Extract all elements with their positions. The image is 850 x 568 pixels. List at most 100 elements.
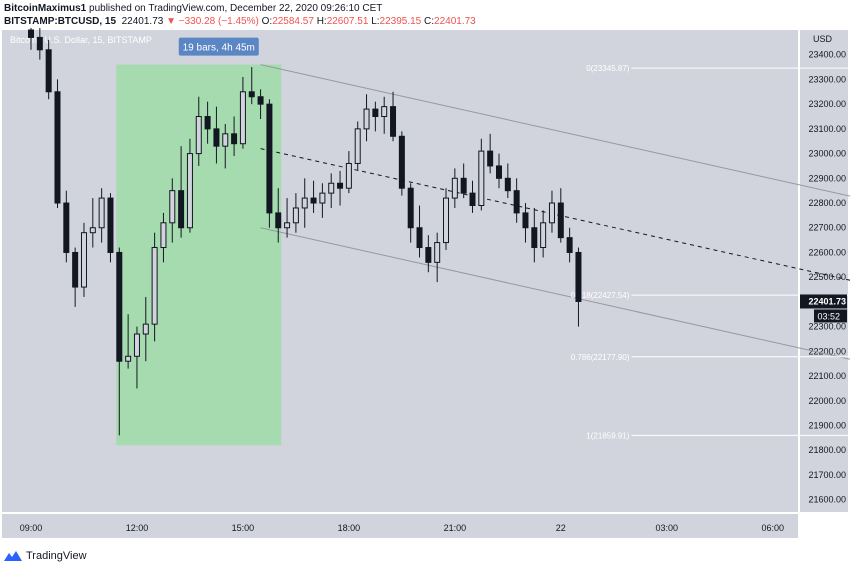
candle-body <box>540 222 547 249</box>
candle-body <box>213 128 220 147</box>
y-tick-label: 22300.00 <box>808 322 846 332</box>
x-tick-label: 06:00 <box>761 523 784 533</box>
candle-body <box>28 29 34 38</box>
open-label: O: <box>261 16 273 27</box>
x-tick-label: 09:00 <box>20 523 43 533</box>
candle-body <box>63 202 70 253</box>
tradingview-logo-icon <box>4 551 22 561</box>
y-tick-label: 21800.00 <box>808 445 846 455</box>
x-tick-label: 03:00 <box>655 523 678 533</box>
candle-body <box>116 251 123 362</box>
y-tick-label: 23400.00 <box>808 50 846 60</box>
y-tick-label: 23000.00 <box>808 149 846 159</box>
publish-line: BitcoinMaximus1 published on TradingView… <box>4 2 476 15</box>
candle-body <box>310 197 317 204</box>
y-tick-label: 22900.00 <box>808 173 846 183</box>
y-tick-label: 22500.00 <box>808 272 846 282</box>
author-name[interactable]: BitcoinMaximus1 <box>4 3 87 14</box>
candle-body <box>72 251 79 288</box>
y-tick-label: 21600.00 <box>808 495 846 505</box>
candle-body <box>557 202 564 239</box>
candle-body <box>381 106 388 118</box>
candle-body <box>337 182 344 189</box>
low-value: 22395.15 <box>379 16 422 27</box>
candle-body <box>478 150 485 206</box>
date-range-label: 19 bars, 4h 45m <box>183 43 255 54</box>
y-tick-label: 22200.00 <box>808 346 846 356</box>
y-tick-label: 22800.00 <box>808 198 846 208</box>
x-tick-label: 21:00 <box>444 523 467 533</box>
y-tick-label: 23200.00 <box>808 99 846 109</box>
candle-body <box>407 187 414 229</box>
low-label: L: <box>371 16 380 27</box>
footer-brand[interactable]: TradingView <box>26 550 87 562</box>
candle-body <box>89 227 96 234</box>
channel-lower-line[interactable] <box>260 227 850 374</box>
candle-body <box>169 190 176 224</box>
candle-body <box>125 355 132 362</box>
candle-body <box>178 190 185 229</box>
candle-body <box>257 96 264 105</box>
footer: TradingView <box>4 547 87 565</box>
candle-body <box>80 232 87 288</box>
candle-body <box>248 91 255 98</box>
candle-body <box>195 116 202 155</box>
high-value: 22607.51 <box>326 16 369 27</box>
close-value: 22401.73 <box>434 16 476 27</box>
candle-body <box>292 207 299 224</box>
candle-body <box>266 103 273 214</box>
candle-body <box>566 237 573 253</box>
price-change: ▼ −330.28 (−1.45%) <box>166 16 259 27</box>
fib-level-label: 0.618(22427.54) <box>571 291 630 300</box>
date-range-label-bg <box>178 37 259 56</box>
candle-body <box>513 190 520 214</box>
price-chart[interactable]: 21600.00 21700.00 21800.00 21900.00 22000.00… <box>0 28 850 546</box>
y-tick-label: 23300.00 <box>808 74 846 84</box>
candle-body <box>363 108 370 130</box>
channel-upper-line[interactable] <box>260 64 850 211</box>
candle-body <box>451 177 458 199</box>
candle-body <box>354 128 361 164</box>
y-tick-label: 22700.00 <box>808 223 846 233</box>
candle-body <box>54 91 61 204</box>
candle-body <box>345 162 352 189</box>
y-tick-label: 21700.00 <box>808 470 846 480</box>
x-tick-label: 15:00 <box>232 523 255 533</box>
candle-body <box>434 242 441 263</box>
candle-body <box>390 106 397 137</box>
candle-body <box>328 182 335 194</box>
time-axis[interactable] <box>2 514 798 538</box>
currency-label: USD <box>813 34 833 44</box>
candle-body <box>531 227 538 249</box>
candle-body <box>372 108 379 118</box>
price-value: 22401.73 <box>121 16 164 27</box>
candle-body <box>469 192 476 206</box>
candle-body <box>107 197 114 253</box>
y-tick-label: 22600.00 <box>808 247 846 257</box>
candle-body <box>548 202 555 224</box>
candle-body <box>36 36 43 51</box>
last-price-marker <box>800 294 847 309</box>
x-tick-label: 18:00 <box>338 523 361 533</box>
candle-body <box>495 165 502 179</box>
fib-level-label: 0(23345.87) <box>586 64 629 73</box>
last-price-label: 22401.73 <box>808 296 846 306</box>
ohlc-line: BITSTAMP:BTCUSD, 15 22401.73 ▼ −330.28 (… <box>4 15 476 28</box>
open-value: 22584.57 <box>272 16 314 27</box>
candle-body <box>443 197 450 244</box>
candle-body <box>460 177 467 194</box>
candle-body <box>222 133 229 147</box>
fib-level-label: 0.786(22177.90) <box>571 353 630 362</box>
y-tick-label: 22100.00 <box>808 371 846 381</box>
high-label: H: <box>316 16 327 27</box>
candle-body <box>319 192 326 204</box>
candle-body <box>231 133 238 145</box>
x-tick-label: 12:00 <box>126 523 149 533</box>
publish-info: published on TradingView.com, December 2… <box>86 3 383 14</box>
candle-body <box>98 197 105 229</box>
fib-level-label: 1(21859.91) <box>586 431 629 440</box>
candle-body <box>284 222 291 229</box>
candle-body <box>160 222 167 249</box>
close-label: C: <box>424 16 435 27</box>
candle-body <box>504 177 511 192</box>
